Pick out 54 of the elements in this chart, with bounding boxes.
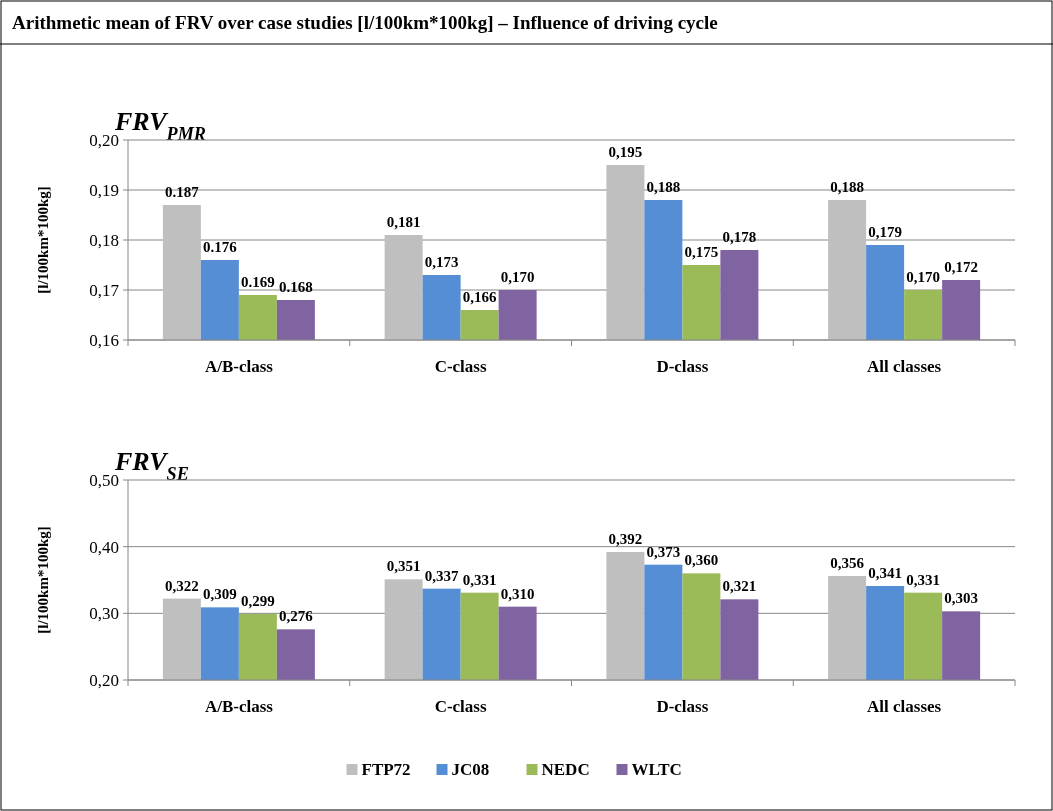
- data-label: 0,172: [944, 259, 978, 275]
- data-label: 0,322: [165, 577, 199, 594]
- legend-label: NEDC: [541, 760, 590, 779]
- data-label: 0,188: [830, 179, 864, 195]
- data-label: 0,170: [906, 269, 940, 285]
- legend-label: FTP72: [361, 760, 411, 779]
- data-label: 0,310: [500, 585, 535, 602]
- data-label: 0,351: [386, 558, 421, 575]
- data-label: 0.169: [241, 274, 275, 290]
- y-tick-label: 0,20: [89, 670, 119, 690]
- data-label: 0,392: [608, 531, 643, 547]
- y-tick-label: 0,30: [89, 604, 119, 624]
- y-tick-label: 0,18: [89, 230, 119, 250]
- text: Arithmetic mean of FRV over case studies [l/100km*100kg] – Influence of driving cycle: [12, 12, 718, 33]
- data-label: 0,331: [462, 571, 497, 588]
- data-label: 0,360: [684, 552, 719, 569]
- data-label: 0,303: [944, 590, 978, 607]
- x-tick-label: D-class: [656, 697, 709, 716]
- x-tick-label: C-class: [434, 697, 487, 716]
- data-label: 0,299: [241, 593, 275, 609]
- x-tick-label: A/B-class: [204, 697, 274, 716]
- legend-label: JC08: [451, 760, 490, 779]
- data-label: 0,341: [868, 565, 902, 581]
- data-label: 0.187: [165, 184, 200, 200]
- data-label: 0,337: [424, 567, 459, 584]
- y-axis-title: [l/100km*100kg]: [35, 186, 51, 294]
- data-label: 0,309: [203, 586, 237, 603]
- x-tick-label: All classes: [867, 357, 942, 376]
- data-label: 0,356: [830, 555, 865, 571]
- data-label: 0,166: [462, 289, 497, 305]
- data-label: 0,331: [906, 571, 940, 588]
- data-label: 0,276: [279, 608, 314, 625]
- data-label: 0,321: [722, 578, 757, 595]
- data-label: 0.176: [203, 239, 238, 255]
- x-tick-label: All classes: [867, 697, 942, 716]
- y-axis-title: [l/100km*100kg]: [35, 526, 51, 634]
- data-label: 0,188: [646, 179, 681, 195]
- data-label: 0,175: [684, 244, 719, 260]
- x-tick-label: C-class: [434, 357, 487, 376]
- data-label: 0,173: [424, 254, 459, 270]
- data-label: 0,373: [646, 543, 681, 560]
- y-tick-label: 0,16: [89, 330, 119, 350]
- data-label: 0,170: [500, 269, 535, 285]
- y-tick-label: 0,40: [89, 537, 119, 557]
- data-label: 0,181: [386, 214, 421, 230]
- data-label: 0,179: [868, 224, 902, 240]
- y-tick-label: 0,19: [89, 180, 119, 200]
- x-tick-label: D-class: [656, 357, 709, 376]
- x-tick-label: A/B-class: [204, 357, 274, 376]
- data-label: 0,178: [722, 229, 757, 245]
- data-label: 0,195: [608, 144, 643, 160]
- legend-label: WLTC: [631, 760, 682, 779]
- y-tick-label: 0,17: [89, 280, 120, 300]
- data-label: 0.168: [279, 279, 313, 295]
